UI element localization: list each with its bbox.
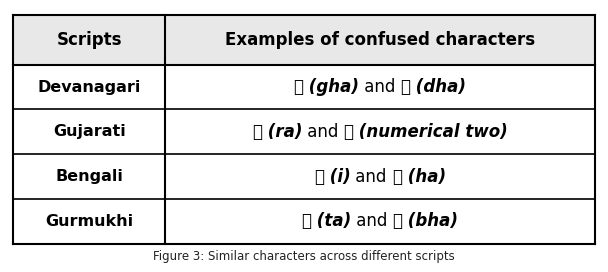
Text: Bengali: Bengali	[55, 169, 123, 184]
Text: Gujarati: Gujarati	[53, 124, 125, 139]
Text: ૨: ૨	[344, 123, 353, 141]
Text: (ha): (ha)	[402, 168, 446, 186]
Text: (dha): (dha)	[410, 78, 466, 96]
Bar	[13, 199, 595, 244]
Text: Scripts: Scripts	[57, 31, 122, 49]
Text: ই: ই	[314, 168, 323, 186]
Text: হ: হ	[392, 168, 402, 186]
Text: (ta): (ta)	[311, 212, 351, 230]
Text: ર: ર	[252, 123, 262, 141]
Text: Devanagari: Devanagari	[38, 79, 141, 95]
Text: (bha): (bha)	[402, 212, 458, 230]
Bar	[13, 154, 595, 199]
Text: ત: ત	[301, 212, 311, 230]
Text: and: and	[359, 78, 401, 96]
Text: and: and	[351, 212, 393, 230]
Text: (numerical two): (numerical two)	[353, 123, 508, 141]
Text: and: and	[350, 168, 392, 186]
Text: ध: ध	[401, 78, 410, 96]
Text: Gurmukhi: Gurmukhi	[45, 214, 133, 229]
Text: (ra): (ra)	[262, 123, 302, 141]
Text: and: and	[302, 123, 344, 141]
Bar	[13, 65, 595, 109]
Text: Examples of confused characters: Examples of confused characters	[224, 31, 534, 49]
Text: (i): (i)	[323, 168, 350, 186]
Bar	[13, 109, 595, 154]
Text: ભ: ભ	[393, 212, 402, 230]
Bar	[13, 15, 595, 65]
Text: घ: घ	[293, 78, 303, 96]
Text: (gha): (gha)	[303, 78, 359, 96]
Text: Figure 3: Similar characters across different scripts: Figure 3: Similar characters across diff…	[153, 249, 455, 262]
